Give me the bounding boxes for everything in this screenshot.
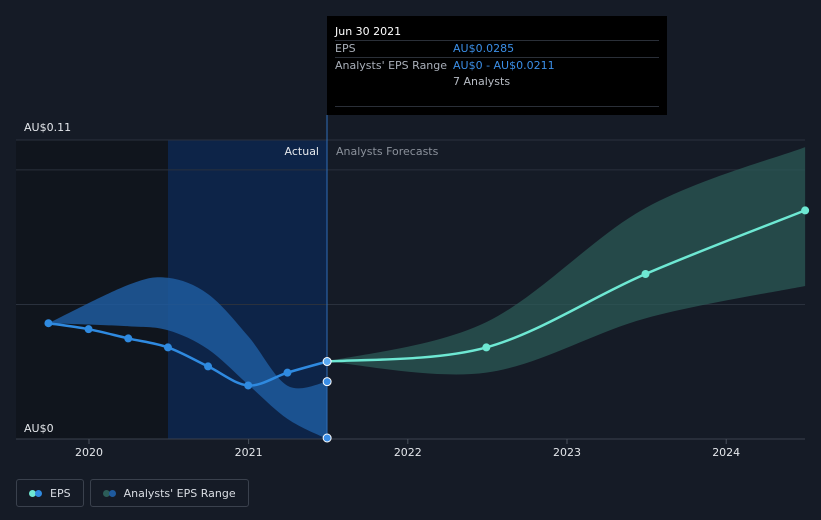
eps-point-actual-3 <box>163 343 172 352</box>
tooltip-range-row: Analysts' EPS Range AU$0 - AU$0.0211 <box>335 57 659 74</box>
legend-range[interactable]: Analysts' EPS Range <box>89 479 249 507</box>
x-tick-2022: 2022 <box>394 446 422 459</box>
x-tick-2023: 2023 <box>553 446 581 459</box>
tooltip-eps-row: EPS AU$0.0285 <box>335 40 659 57</box>
eps-point-actual-7 <box>322 357 332 367</box>
tooltip-range-value: AU$0 - AU$0.0211 <box>453 59 555 72</box>
tooltip: Jun 30 2021 EPS AU$0.0285 Analysts' EPS … <box>327 16 667 115</box>
range-low-point <box>322 433 332 443</box>
eps-point-actual-4 <box>204 362 213 371</box>
tooltip-eps-label: EPS <box>335 42 356 55</box>
tooltip-analysts-count: 7 Analysts <box>453 75 511 88</box>
range-high-point <box>322 377 332 387</box>
tooltip-analysts-row: 7 Analysts <box>335 74 659 90</box>
x-tick-2024: 2024 <box>712 446 740 459</box>
range-band-forecast <box>327 147 806 375</box>
eps-swatch-icon <box>29 489 42 497</box>
eps-point-forecast-3 <box>801 206 810 215</box>
y-tick-bottom: AU$0 <box>24 422 54 435</box>
legend-eps[interactable]: EPS <box>16 479 84 507</box>
eps-line-forecast <box>327 209 806 363</box>
forecast-label: Analysts Forecasts <box>336 145 439 158</box>
actual-label: Actual <box>285 145 319 158</box>
legend: EPS Analysts' EPS Range <box>16 479 249 507</box>
tooltip-date: Jun 30 2021 <box>335 25 402 38</box>
tooltip-range-label: Analysts' EPS Range <box>335 59 448 72</box>
x-axis-ticks: 2020 2021 2022 2023 2024 <box>75 439 740 459</box>
x-tick-2021: 2021 <box>235 446 263 459</box>
eps-points <box>44 206 810 443</box>
eps-point-actual-0 <box>44 319 53 328</box>
range-swatch-icon <box>102 489 116 497</box>
tooltip-divider <box>335 106 659 107</box>
y-tick-top: AU$0.11 <box>24 121 71 134</box>
legend-range-label: Analysts' EPS Range <box>123 486 236 500</box>
range-bands <box>48 147 806 439</box>
eps-point-actual-6 <box>283 368 292 377</box>
tooltip-eps-value: AU$0.0285 <box>453 42 515 55</box>
eps-point-actual-2 <box>124 334 133 343</box>
range-band-actual <box>48 277 328 439</box>
eps-point-forecast-2 <box>641 270 650 279</box>
x-tick-2020: 2020 <box>75 446 103 459</box>
eps-point-actual-5 <box>244 381 253 390</box>
eps-point-actual-1 <box>84 325 93 334</box>
eps-point-forecast-1 <box>482 343 491 352</box>
legend-eps-label: EPS <box>50 486 71 500</box>
